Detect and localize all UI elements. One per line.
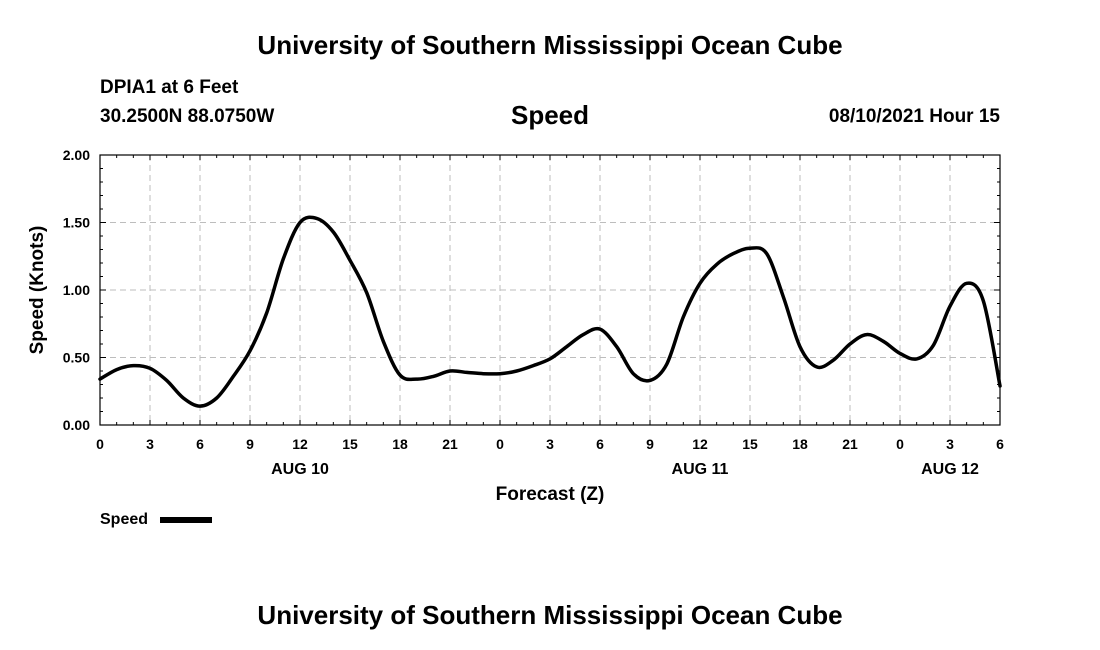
bottom-title: University of Southern Mississippi Ocean…	[257, 600, 843, 630]
chart-title: Speed	[510, 100, 590, 130]
x-tick-label: 15	[742, 436, 758, 452]
x-tick-label: 21	[842, 436, 858, 452]
date-label: AUG 10	[271, 461, 329, 478]
x-axis-label: Forecast (Z)	[496, 484, 605, 505]
y-axis-label: Speed (Knots)	[27, 226, 48, 355]
x-tick-label: 18	[392, 436, 408, 452]
station-label: DPIA1 at 6 Feet	[100, 77, 239, 98]
x-tick-label: 0	[896, 436, 904, 452]
x-tick-label: 0	[96, 436, 104, 452]
speed-series-line	[98, 215, 1002, 408]
forecast-datetime: 08/10/2021 Hour 15	[828, 106, 1000, 127]
legend-swatch	[160, 517, 212, 523]
x-axis-tick-labels: 0 3 6 9 12 15 18 21 0 3 6 9 12 15 18 21 0 3 6	[96, 436, 1004, 452]
axis-ticks	[99, 154, 1001, 426]
y-tick-label: 0.00	[63, 417, 90, 433]
y-tick-label: 1.50	[63, 215, 90, 231]
x-tick-label: 12	[692, 436, 708, 452]
x-tick-label: 21	[442, 436, 458, 452]
x-tick-label: 6	[596, 436, 604, 452]
x-tick-label: 6	[196, 436, 204, 452]
y-tick-label: 0.50	[63, 350, 90, 366]
x-tick-label: 15	[342, 436, 358, 452]
station-coordinates: 30.2500N 88.0750W	[100, 106, 275, 127]
x-tick-label: 6	[996, 436, 1004, 452]
x-tick-label: 3	[946, 436, 954, 452]
grid-lines	[100, 155, 1000, 425]
top-title: University of Southern Mississippi Ocean…	[257, 30, 843, 60]
x-tick-label: 18	[792, 436, 808, 452]
x-tick-label: 3	[146, 436, 154, 452]
date-labels: AUG 10 AUG 11 AUG 12	[271, 461, 979, 478]
x-tick-label: 3	[546, 436, 554, 452]
date-label: AUG 11	[672, 461, 729, 478]
y-tick-label: 1.00	[63, 282, 90, 298]
date-label: AUG 12	[921, 461, 979, 478]
x-tick-label: 9	[246, 436, 254, 452]
x-tick-label: 12	[292, 436, 308, 452]
y-tick-label: 2.00	[63, 147, 90, 163]
x-tick-label: 9	[646, 436, 654, 452]
legend-label: Speed	[100, 511, 148, 528]
x-tick-label: 0	[496, 436, 504, 452]
y-axis-tick-labels: 0.00 0.50 1.00 1.50 2.00	[63, 147, 90, 433]
